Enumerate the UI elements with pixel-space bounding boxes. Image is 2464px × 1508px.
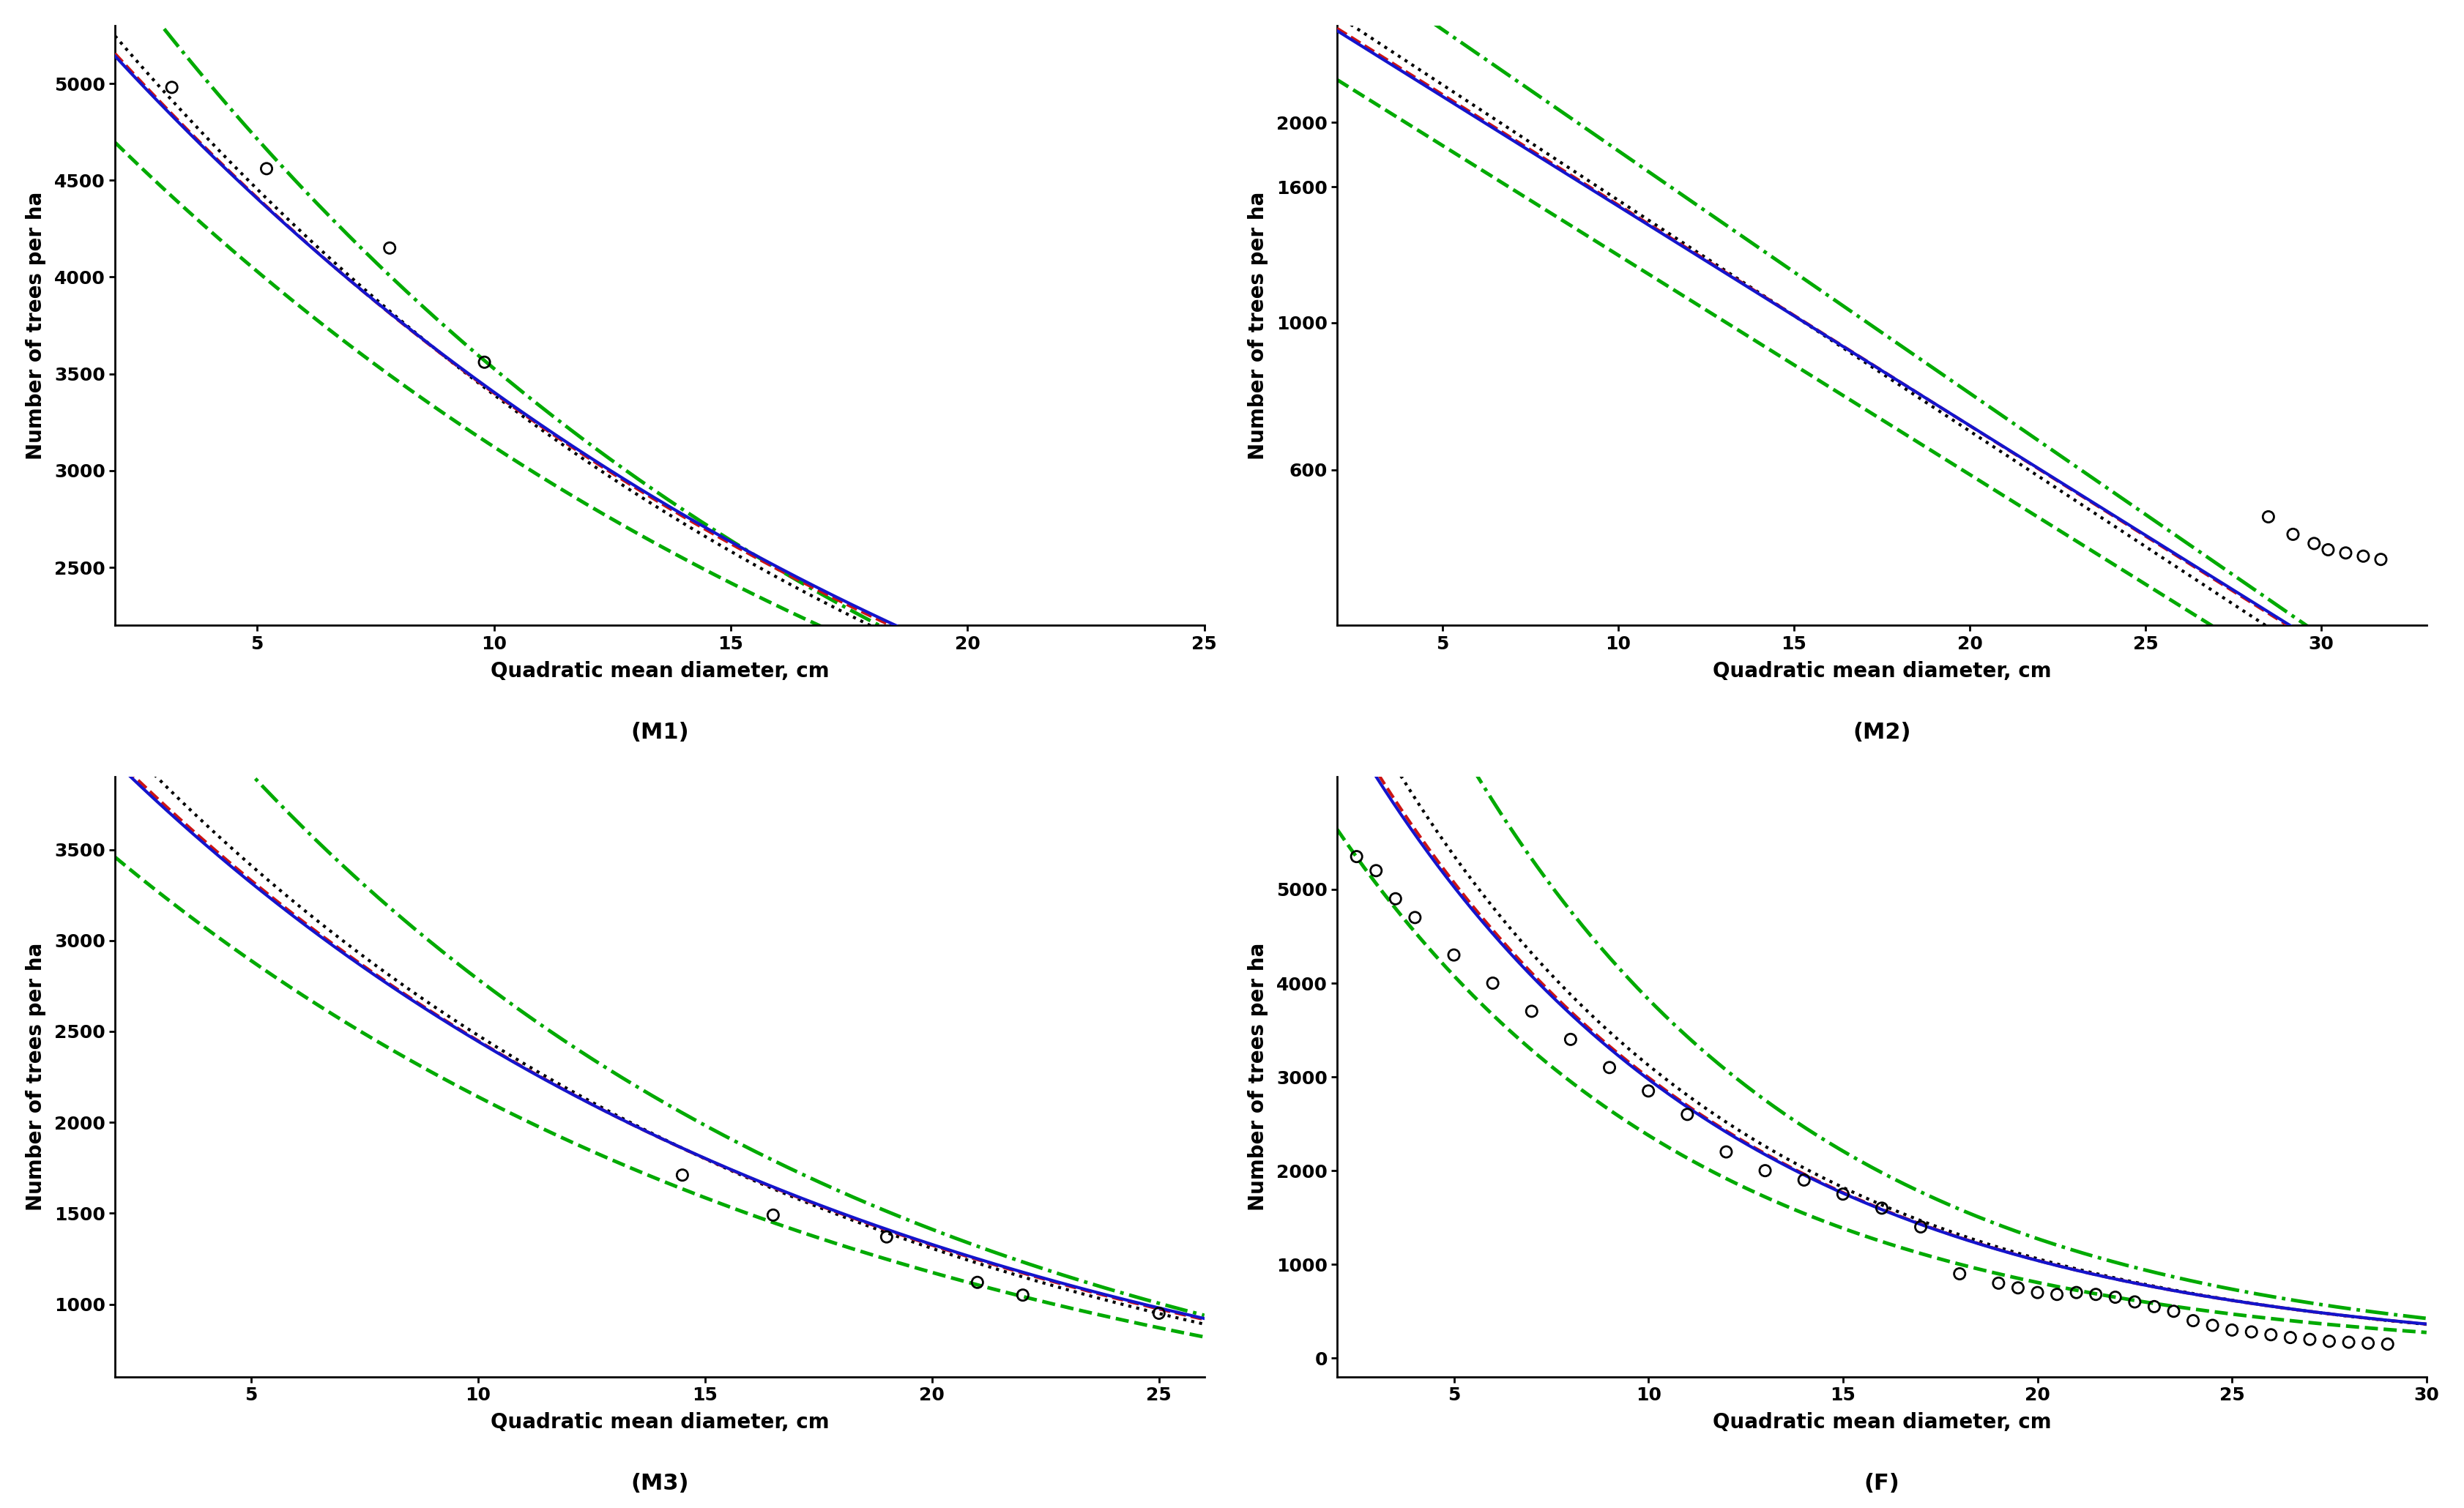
Point (2328, 1330, 2368, 1354)
Point (2173, 1309, 2213, 1333)
Point (246, 157, 286, 181)
Point (1668, 1102, 1708, 1126)
X-axis label: Quadratic mean diameter, cm: Quadratic mean diameter, cm (1712, 1413, 2050, 1433)
Point (1745, 1158, 1784, 1182)
Point (2038, 1282, 2077, 1306)
Point (1863, 1196, 1902, 1220)
Point (2269, 1326, 2309, 1350)
Point (1900, 1215, 1939, 1240)
Y-axis label: Number of trees per ha: Number of trees per ha (25, 942, 47, 1211)
Point (1375, 887, 1414, 911)
Text: (M1): (M1) (631, 721, 687, 742)
Point (466, 350, 505, 374)
Point (1434, 942, 1473, 967)
Point (2055, 1280, 2094, 1304)
Point (663, 1163, 702, 1187)
Y-axis label: Number of trees per ha: Number of trees per ha (1247, 192, 1266, 460)
Point (1705, 1140, 1745, 1164)
Point (958, 1270, 998, 1294)
Point (2343, 544, 2383, 569)
Point (1395, 905, 1434, 929)
Point (1355, 858, 1395, 882)
Point (1589, 1056, 1629, 1080)
Point (2114, 1289, 2154, 1313)
Text: (F): (F) (1863, 1473, 1900, 1494)
Point (1823, 1182, 1863, 1206)
Point (1939, 1262, 1979, 1286)
Point (2213, 1318, 2252, 1342)
Point (2368, 1332, 2407, 1356)
Point (2134, 1294, 2173, 1318)
Point (2294, 531, 2333, 555)
Point (2230, 1320, 2269, 1344)
Point (2094, 1285, 2134, 1309)
Point (1335, 844, 1375, 869)
Point (1784, 1169, 1823, 1193)
Point (1003, 1283, 1042, 1307)
Point (2309, 1329, 2348, 1353)
Point (1138, 1301, 1178, 1326)
Point (1473, 971, 1513, 995)
Text: (M3): (M3) (631, 1473, 687, 1494)
Point (2018, 1280, 2057, 1304)
Point (2326, 541, 2365, 566)
Point (2247, 505, 2287, 529)
Point (754, 1203, 793, 1228)
Point (153, 75, 192, 100)
Point (2289, 1327, 2328, 1351)
Point (370, 235, 409, 259)
Point (2361, 547, 2400, 572)
Text: (M2): (M2) (1853, 721, 1910, 742)
Point (1510, 1000, 1550, 1024)
Point (1979, 1271, 2018, 1295)
Point (2272, 522, 2311, 546)
Y-axis label: Number of trees per ha: Number of trees per ha (1247, 942, 1266, 1211)
Point (2193, 1313, 2232, 1338)
Point (1629, 1078, 1668, 1102)
Point (2348, 1332, 2388, 1356)
X-axis label: Quadratic mean diameter, cm: Quadratic mean diameter, cm (490, 661, 828, 682)
X-axis label: Quadratic mean diameter, cm: Quadratic mean diameter, cm (490, 1413, 828, 1433)
Point (2075, 1282, 2114, 1306)
Point (2309, 538, 2348, 562)
Point (2154, 1300, 2193, 1324)
Point (2250, 1323, 2289, 1347)
Point (1550, 1027, 1589, 1051)
Y-axis label: Number of trees per ha: Number of trees per ha (25, 192, 47, 460)
Point (867, 1224, 907, 1249)
Point (1998, 1276, 2038, 1300)
X-axis label: Quadratic mean diameter, cm: Quadratic mean diameter, cm (1712, 661, 2050, 682)
